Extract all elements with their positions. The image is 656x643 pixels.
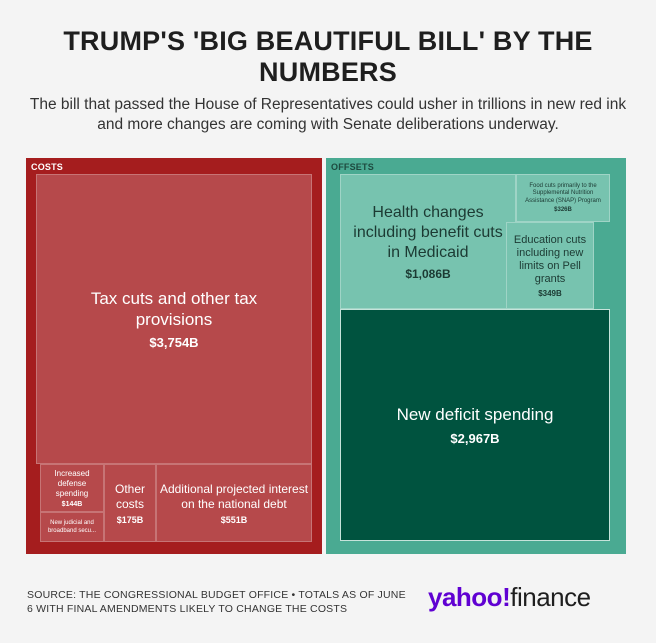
treemap-tile-education: Education cuts including new limits on P… xyxy=(506,222,594,309)
tile-label-other-costs: Other costs xyxy=(114,481,145,511)
treemap-tile-health: Health changes including benefit cuts in… xyxy=(340,174,516,309)
treemap-tile-new-deficit: New deficit spending $2,967B xyxy=(340,309,610,541)
tile-label-new-deficit: New deficit spending xyxy=(396,405,554,424)
tile-label-education: Education cuts including new limits on P… xyxy=(513,233,587,285)
tile-value-other-costs: $175B xyxy=(116,514,144,525)
treemap-tile-food: Food cuts primarily to the Supplemental … xyxy=(516,174,610,222)
tile-value-food: $326B xyxy=(554,207,572,214)
tile-value-health: $1,086B xyxy=(405,266,451,281)
yahoo-finance-logo: yahoo!finance xyxy=(428,582,591,613)
tile-label-judicial: New judicial and broadband secu... xyxy=(47,520,97,534)
chart-title: TRUMP'S 'BIG BEAUTIFUL BILL' BY THE NUMB… xyxy=(63,26,593,87)
tile-label-defense: Increased defense spending xyxy=(54,468,90,498)
logo-finance-text: finance xyxy=(510,582,591,612)
tile-value-new-deficit: $2,967B xyxy=(450,431,500,446)
treemap-tile-defense: Increased defense spending $144B xyxy=(40,464,104,512)
tile-label-health: Health changes including benefit cuts in… xyxy=(353,203,503,261)
treemap-tile-interest: Additional projected interest on the nat… xyxy=(156,464,312,542)
treemap-tile-tax-cuts: Tax cuts and other tax provisions $3,754… xyxy=(36,174,312,464)
tile-value-education: $349B xyxy=(538,288,562,298)
offsets-panel: OFFSETS Health changes including benefit… xyxy=(326,158,626,554)
costs-panel: COSTS Tax cuts and other tax provisions … xyxy=(26,158,322,554)
tile-value-interest: $551B xyxy=(220,514,248,525)
tile-value-tax-cuts: $3,754B xyxy=(149,335,199,350)
tile-label-food: Food cuts primarily to the Supplemental … xyxy=(525,182,601,204)
tile-value-defense: $144B xyxy=(61,500,83,508)
chart-subtitle: The bill that passed the House of Repres… xyxy=(29,96,627,133)
treemap-tile-judicial: New judicial and broadband secu... xyxy=(40,512,104,542)
logo-yahoo-text: yahoo! xyxy=(428,582,511,612)
source-note: SOURCE: THE CONGRESSIONAL BUDGET OFFICE … xyxy=(27,589,406,615)
tile-label-interest: Additional projected interest on the nat… xyxy=(159,481,309,511)
tile-label-tax-cuts: Tax cuts and other tax provisions xyxy=(90,289,258,329)
treemap-tile-other-costs: Other costs $175B xyxy=(104,464,156,542)
offsets-group-label: OFFSETS xyxy=(331,162,374,172)
costs-group-label: COSTS xyxy=(31,162,64,172)
